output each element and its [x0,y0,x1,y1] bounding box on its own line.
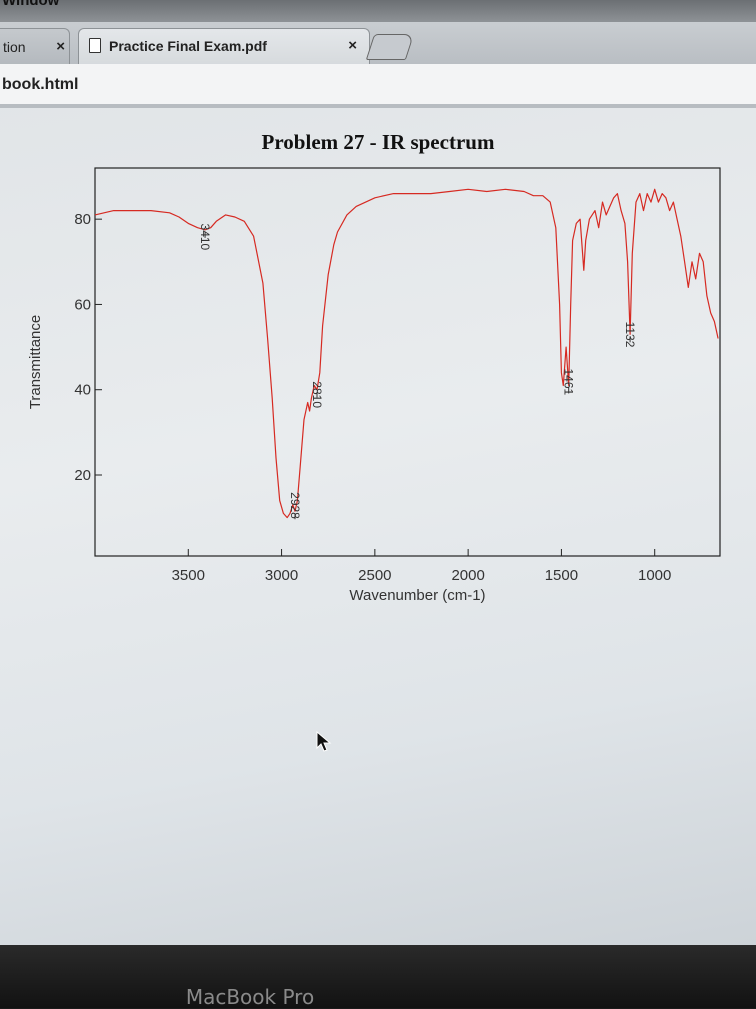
x-tick-label: 2500 [358,567,391,584]
spectrum-line [94,188,719,519]
close-icon[interactable]: × [348,37,357,54]
x-axis-label: Wavenumber (cm-1) [349,587,485,604]
address-bar[interactable]: book.html [0,64,756,108]
ir-spectrum-chart: 3500 3000 2500 2000 1500 1000 80 60 40 20 Wavenumb… [27,167,721,604]
document-icon [89,38,101,53]
peak-label: 1132 [623,322,637,348]
peak-label: 3410 [198,224,212,251]
x-tick-label: 2000 [451,567,484,584]
laptop-bezel: MacBook Pro [0,945,756,1009]
tab-previous[interactable]: tion × [0,28,70,65]
x-tick-label: 1500 [545,567,578,584]
mouse-cursor-icon [316,731,332,752]
menu-bar: Window [0,0,756,22]
tab-previous-label: tion [3,39,26,55]
y-axis-label: Transmittance [27,315,44,409]
x-tick-label: 1000 [638,567,671,584]
close-icon[interactable]: × [56,38,65,55]
x-tick-label: 3000 [265,567,298,584]
plot-frame [94,167,721,557]
y-tick-label: 60 [74,296,91,313]
x-tick-label: 3500 [172,567,205,584]
url-text: book.html [2,76,79,93]
tab-bar: tion × Practice Final Exam.pdf × [0,22,756,65]
laptop-brand: MacBook Pro [185,985,315,1009]
peak-label: 2810 [310,381,324,408]
tab-active-label: Practice Final Exam.pdf [109,38,267,54]
y-tick-label: 20 [74,467,91,484]
pdf-page: Problem 27 - IR spectrum 3500 3000 2500 200… [0,108,756,945]
tab-practice-final-exam[interactable]: Practice Final Exam.pdf × [78,28,370,65]
peak-label: 2928 [288,492,302,519]
chart-title: Problem 27 - IR spectrum [261,130,495,154]
y-tick-label: 80 [74,211,91,228]
laptop-screen: Window tion × Practice Final Exam.pdf × … [0,0,756,945]
new-tab-icon[interactable] [365,34,415,60]
peak-label: 1461 [562,369,576,396]
menu-window[interactable]: Window [2,0,60,9]
y-tick-label: 40 [74,382,91,399]
